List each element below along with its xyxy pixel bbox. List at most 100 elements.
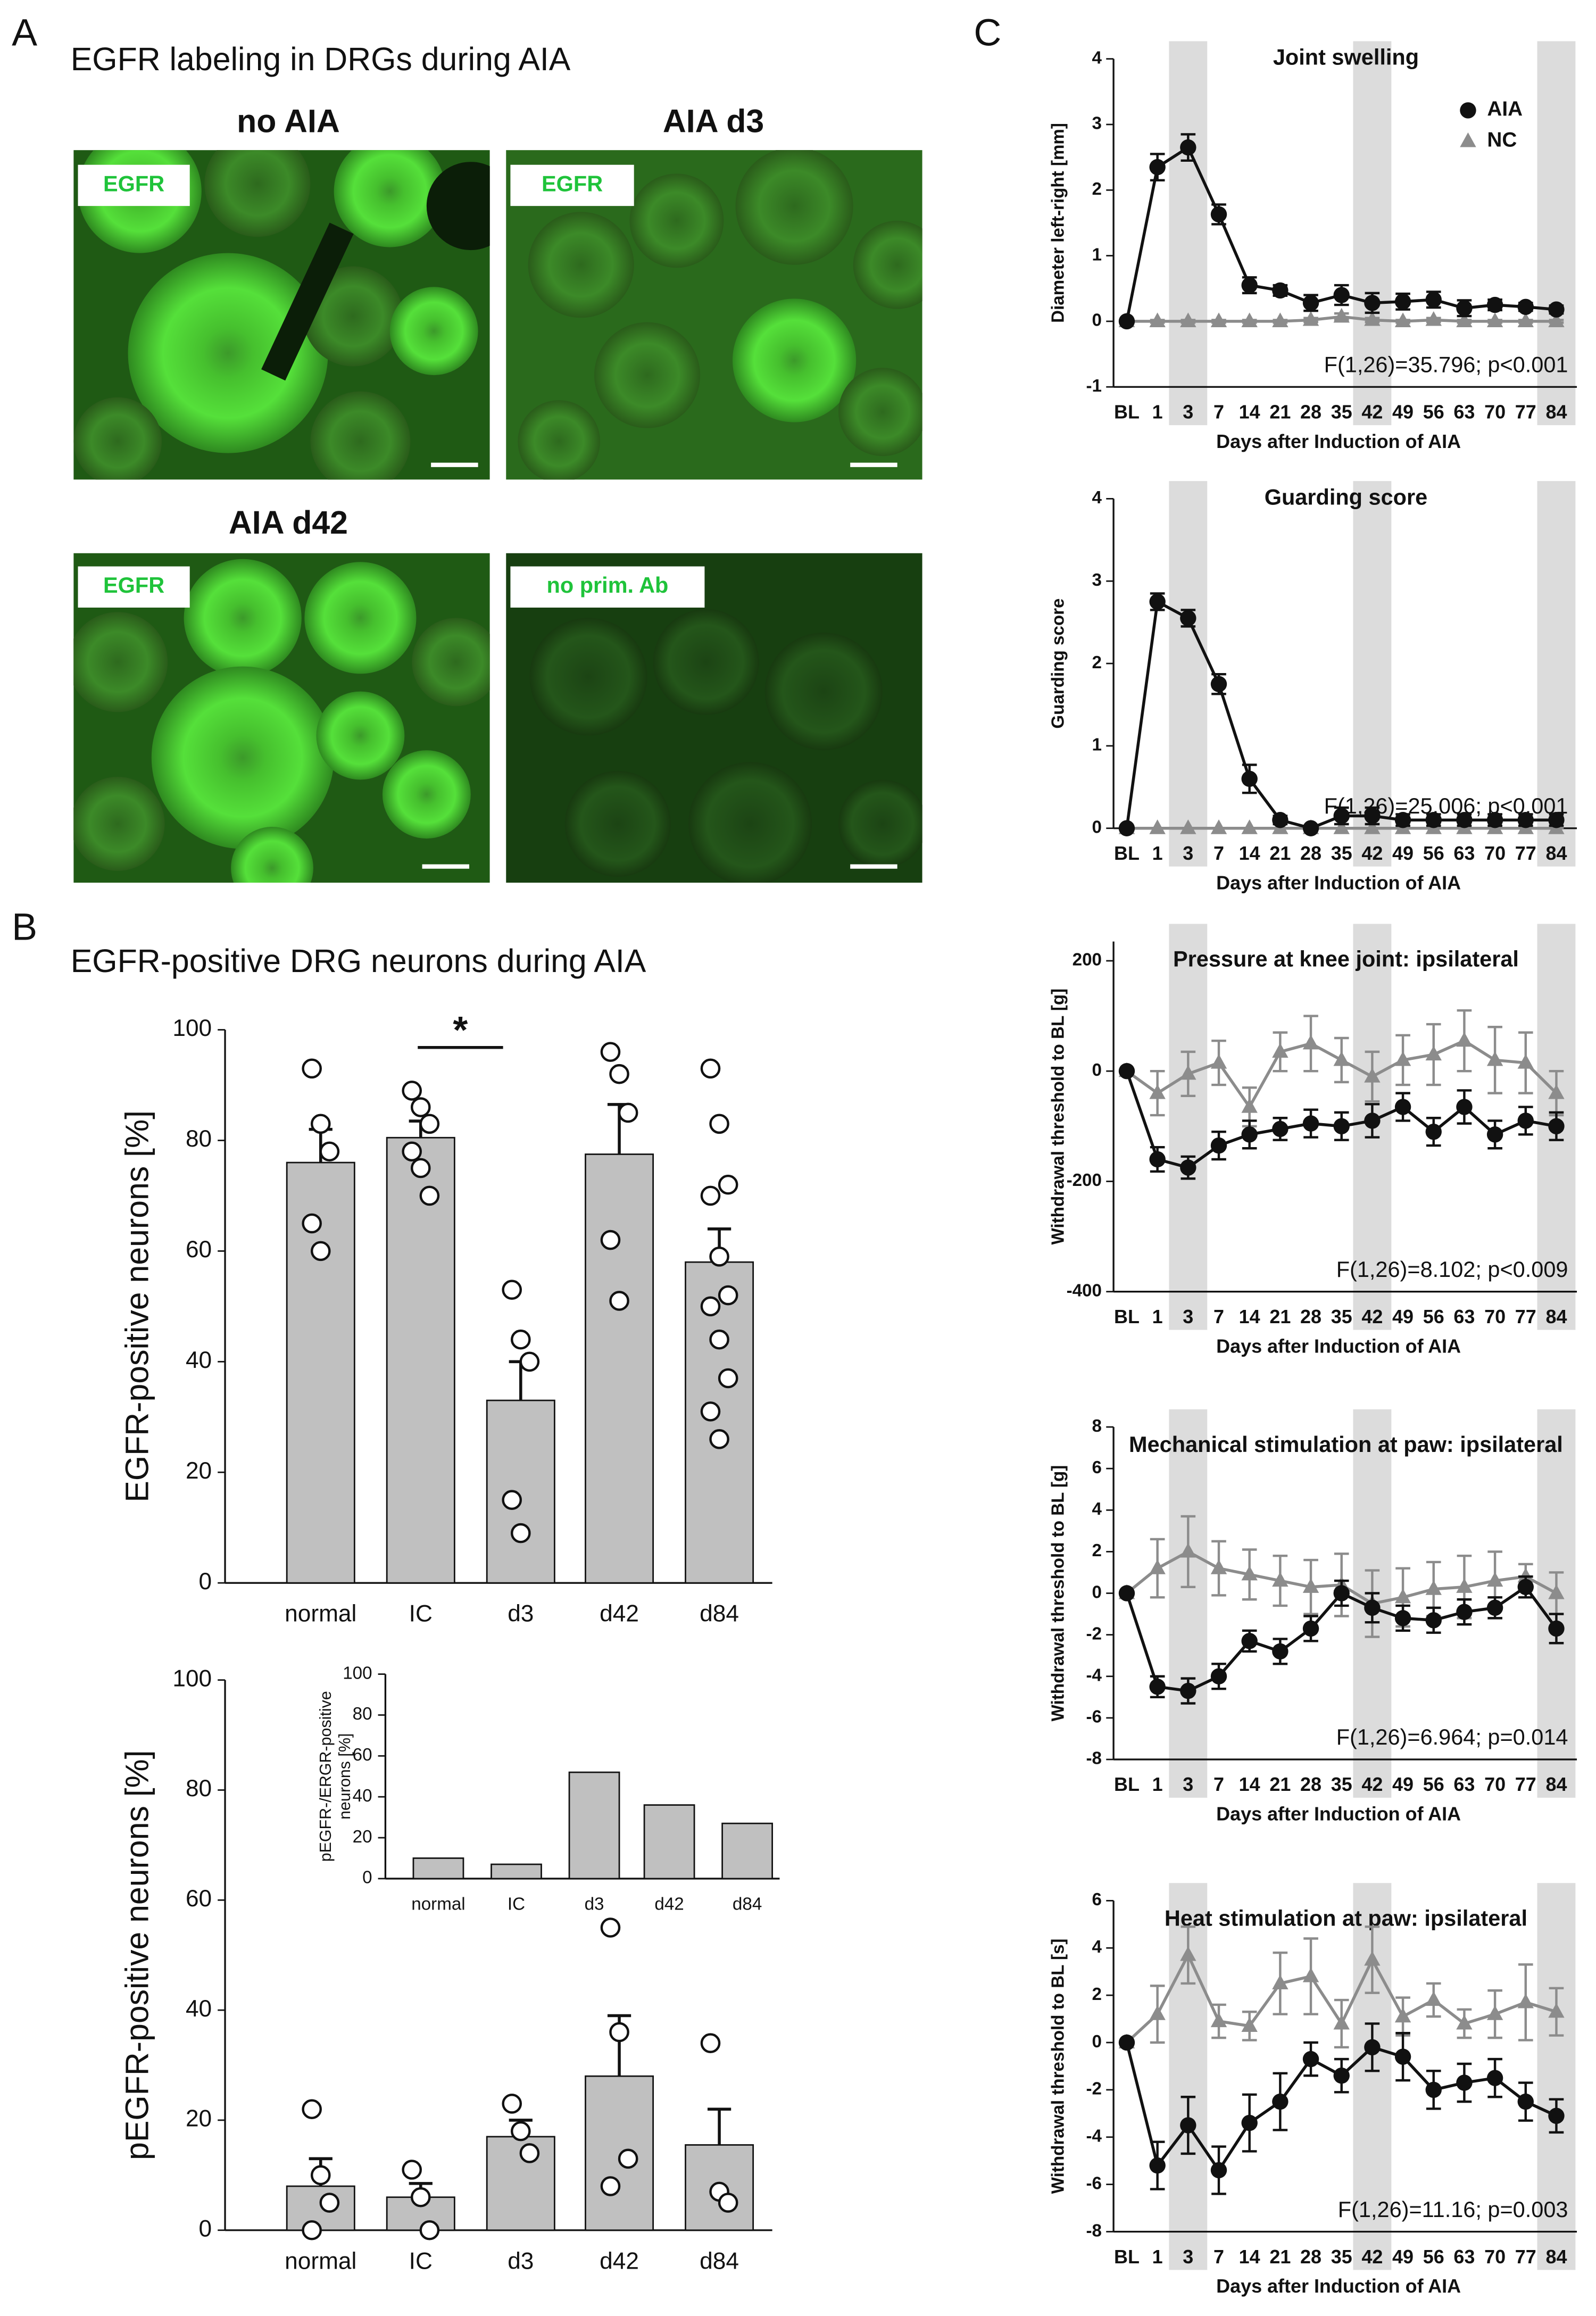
y-tick-label: 0	[199, 2215, 212, 2242]
marker	[1210, 312, 1227, 327]
marker	[1425, 2081, 1442, 2098]
x-tick-label: IC	[409, 1601, 433, 1627]
marker	[1456, 312, 1473, 327]
bar	[585, 2075, 654, 2231]
y-tick-label: 0	[199, 1568, 212, 1595]
x-axis-label: Days after Induction of AIA	[1216, 871, 1461, 893]
x-tick-label: 14	[1239, 1773, 1260, 1795]
bar-chart: 0 20 40 60 80 100 pEGFR-positive neurons [%] no…	[119, 1665, 772, 2274]
y-axis-label: Withdrawal threshold to BL [s]	[1049, 1939, 1068, 2194]
marker	[1302, 1034, 1319, 1050]
shaded-band	[1353, 41, 1392, 426]
y-tick-label: 80	[186, 1775, 212, 1802]
marker	[1486, 2070, 1503, 2086]
x-tick-label: 70	[1484, 1773, 1506, 1795]
shaded-band	[1169, 481, 1208, 867]
annotation: F(1,26)=8.102; p<0.009	[1336, 1257, 1568, 1282]
annotation: F(1,26)=35.796; p<0.001	[1324, 352, 1568, 377]
y-tick-label: 20	[186, 2106, 212, 2132]
x-tick-label: 84	[1545, 842, 1567, 864]
y-tick-label: -6	[1086, 1707, 1101, 1727]
x-tick-label: BL	[1114, 2246, 1140, 2268]
x-tick-label: d42	[600, 2248, 639, 2274]
y-tick-label: 6	[1092, 1890, 1102, 1910]
y-tick-label: 2	[1092, 1985, 1102, 2004]
data-point	[700, 1058, 721, 1079]
x-tick-label: 77	[1515, 842, 1536, 864]
image-label: EGFR	[103, 171, 164, 196]
data-point	[419, 1185, 440, 1206]
marker	[1118, 1585, 1135, 1601]
y-axis-label: Withdrawal threshold to BL [g]	[1049, 1465, 1068, 1722]
x-tick-label: BL	[1114, 401, 1140, 423]
marker	[1456, 300, 1473, 317]
x-tick-label: 49	[1392, 1306, 1414, 1327]
x-tick-label: 21	[1269, 1773, 1291, 1795]
x-tick-label: d42	[654, 1894, 684, 1914]
data-point	[502, 2094, 522, 2114]
y-tick-label: 0	[1092, 817, 1102, 837]
y-tick-label: 4	[1092, 48, 1102, 68]
x-tick-label: 1	[1152, 1773, 1163, 1795]
x-tick-label: BL	[1114, 1306, 1140, 1327]
x-tick-label: 63	[1453, 1773, 1475, 1795]
marker	[1425, 1580, 1442, 1595]
x-tick-label: 63	[1453, 1306, 1475, 1327]
marker	[1333, 287, 1350, 303]
data-point	[310, 1241, 331, 1261]
marker	[1548, 1084, 1565, 1099]
marker	[1241, 1633, 1258, 1649]
x-tick-label: 42	[1361, 1773, 1383, 1795]
x-tick-label: 7	[1213, 1306, 1224, 1327]
x-tick-label: 21	[1269, 401, 1291, 423]
x-tick-label: 35	[1331, 842, 1352, 864]
x-tick-label: 35	[1331, 2246, 1352, 2268]
marker	[1302, 820, 1319, 836]
y-tick-label: -400	[1067, 1281, 1102, 1300]
data-point	[609, 1291, 629, 1311]
x-tick-label: 42	[1361, 2246, 1383, 2268]
marker	[1394, 1610, 1411, 1626]
marker	[1149, 1084, 1166, 1099]
y-tick-label: 40	[353, 1786, 372, 1806]
marker	[1272, 1643, 1289, 1660]
marker	[1486, 296, 1503, 313]
panel-letter: C	[974, 11, 1001, 54]
data-point	[718, 1368, 738, 1389]
marker	[1241, 1098, 1258, 1113]
x-tick-label: normal	[285, 2248, 356, 2274]
x-tick-label: d84	[700, 1601, 739, 1627]
marker	[1333, 808, 1350, 824]
marker	[1456, 2014, 1473, 2030]
panel-title: EGFR labeling in DRGs during AIA	[71, 41, 571, 77]
bar	[585, 1153, 654, 1584]
bar	[386, 1136, 455, 1584]
x-tick-label: 49	[1392, 401, 1414, 423]
y-tick-label: -8	[1086, 2221, 1101, 2240]
x-tick-label: 35	[1331, 401, 1352, 423]
x-tick-label: d3	[508, 1601, 534, 1627]
marker	[1425, 1123, 1442, 1140]
y-axis-label: Withdrawal threshold to BL [g]	[1049, 989, 1068, 1245]
x-tick-label: 56	[1423, 401, 1444, 423]
marker	[1272, 812, 1289, 828]
x-tick-label: 21	[1269, 842, 1291, 864]
line-chart: -8 -6 -4 -2 0 2 4 6 BL 1 3 7 14 21 28 35 42 49 56 63 70 77 84 D…	[1049, 1883, 1577, 2297]
data-point	[302, 2220, 322, 2240]
marker	[1241, 819, 1258, 834]
data-point	[718, 1285, 738, 1306]
y-tick-label: -4	[1086, 2127, 1102, 2146]
panel-letter: A	[12, 11, 37, 54]
marker	[1210, 819, 1227, 834]
marker	[1302, 1578, 1319, 1593]
data-point	[519, 1351, 540, 1372]
x-tick-label: normal	[411, 1894, 465, 1914]
image-labels: EGFR EGFR EGFR no prim. Ab	[78, 164, 897, 869]
y-tick-label: 40	[186, 1996, 212, 2022]
x-tick-label: 84	[1545, 401, 1567, 423]
x-tick-label: 35	[1331, 1306, 1352, 1327]
y-tick-label: -200	[1067, 1171, 1102, 1190]
label-box	[510, 164, 634, 206]
x-tick-label: BL	[1114, 842, 1140, 864]
x-tick-label: d42	[600, 1601, 639, 1627]
